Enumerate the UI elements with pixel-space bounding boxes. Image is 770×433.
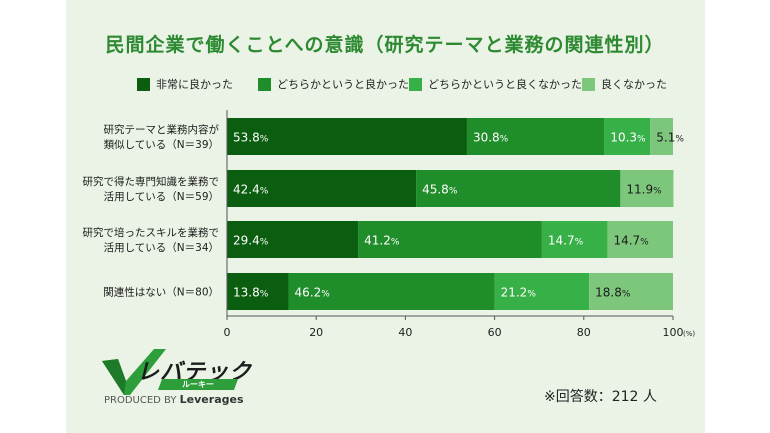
legend-label: 非常に良かった <box>156 78 233 91</box>
x-tick-label: 100 <box>663 326 684 339</box>
value-label: 14.7% <box>548 234 584 248</box>
bar-segment <box>604 118 651 155</box>
category-label: 類似している（N＝39） <box>104 139 219 151</box>
bar-segment <box>358 221 542 258</box>
value-label: 30.8% <box>473 131 509 145</box>
bar-segment <box>607 221 673 258</box>
legend-swatch <box>409 78 422 91</box>
bar-segment <box>227 170 417 207</box>
logo-sub: ルーキー <box>182 380 214 389</box>
bar-segment <box>288 273 495 310</box>
value-label: 46.2% <box>295 286 331 300</box>
chart-panel <box>66 0 705 433</box>
bar-segment <box>589 273 673 310</box>
category-label: 活用している（N＝34） <box>104 242 219 254</box>
x-tick-label: 0 <box>224 326 231 339</box>
value-label: 53.8% <box>233 131 269 145</box>
produced-by-brand: Leverages <box>179 393 244 406</box>
legend-label: どちらかというと良かった <box>277 78 409 91</box>
category-label: 関連性はない（N＝80） <box>103 286 219 299</box>
bar-segment <box>541 221 608 258</box>
response-count-note: ※回答数：212 人 <box>544 389 657 405</box>
produced-by: PRODUCED BY Leverages <box>104 393 244 406</box>
value-label: 42.4% <box>233 183 269 197</box>
value-label: 5.1% <box>656 131 684 145</box>
legend-swatch <box>137 78 150 91</box>
bar-segment <box>620 170 674 207</box>
chart-title: 民間企業で働くことへの意識（研究テーマと業務の関連性別） <box>105 34 665 56</box>
value-label: 21.2% <box>501 286 537 300</box>
category-label: 研究で得た専門知識を業務で <box>83 175 220 188</box>
x-tick-label: 20 <box>309 326 323 339</box>
bar-segment <box>650 118 673 155</box>
bar-segment <box>494 273 590 310</box>
bar-segment <box>416 170 621 207</box>
value-label: 29.4% <box>233 234 269 248</box>
x-tick-label: 80 <box>577 326 591 339</box>
value-label: 18.8% <box>595 286 631 300</box>
value-label: 13.8% <box>233 286 269 300</box>
logo-check-icon <box>102 349 166 395</box>
value-label: 14.7% <box>613 234 649 248</box>
x-tick-label: 40 <box>398 326 412 339</box>
bar-segment <box>227 221 359 258</box>
legend-label: 良くなかった <box>601 78 667 91</box>
bar-segment <box>466 118 605 155</box>
value-label: 45.8% <box>422 183 458 197</box>
category-label: 研究で培ったスキルを業務で <box>83 226 220 239</box>
bar-segment <box>227 273 289 310</box>
value-label: 11.9% <box>626 183 662 197</box>
category-label: 研究テーマと業務内容が <box>104 123 220 136</box>
value-label: 10.3% <box>610 131 646 145</box>
legend-label: どちらかというと良くなかった <box>428 78 582 91</box>
x-unit-label: (%) <box>683 330 695 338</box>
category-label: 活用している（N＝59） <box>104 191 219 203</box>
value-label: 41.2% <box>364 234 400 248</box>
x-tick-label: 60 <box>488 326 502 339</box>
produced-by-label: PRODUCED BY <box>104 395 177 406</box>
legend-swatch <box>582 78 595 91</box>
bar-segment <box>227 118 467 155</box>
legend-swatch <box>258 78 271 91</box>
